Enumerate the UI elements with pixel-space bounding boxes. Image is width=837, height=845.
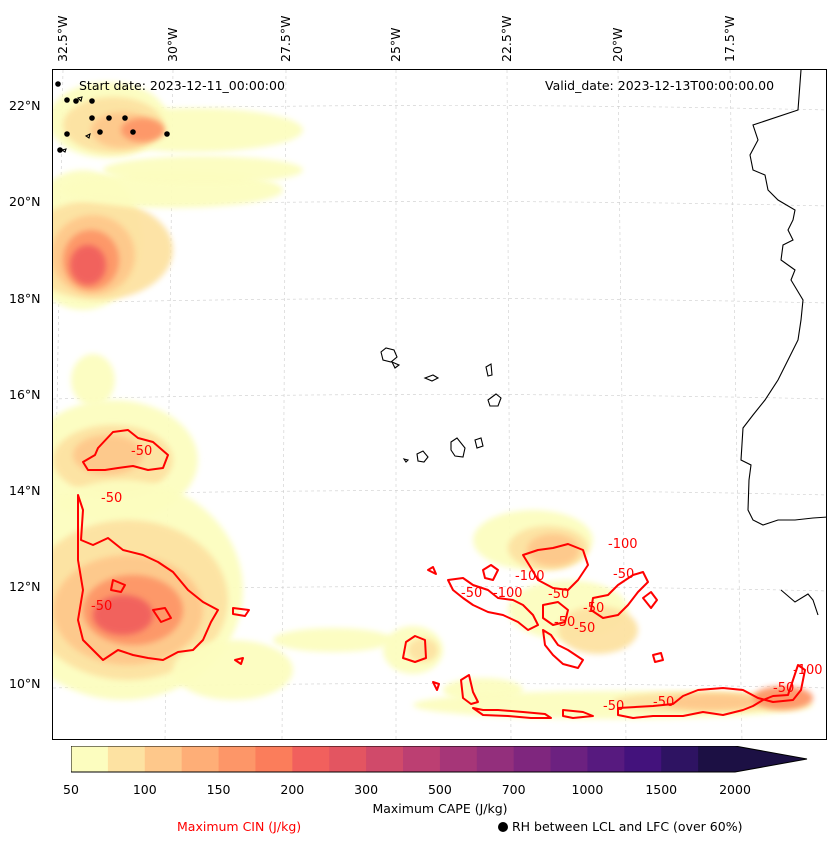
- rh-dot: [89, 98, 95, 104]
- cin-contour-label: -100: [793, 663, 823, 678]
- colorbar-segment: [698, 746, 736, 772]
- rh-dot: [164, 131, 170, 137]
- cin-contour-label: -50: [603, 699, 624, 714]
- cin-contour-label: -50: [574, 621, 595, 636]
- lat-label: 20°N: [9, 194, 41, 209]
- cin-contour-label: -50: [653, 695, 674, 710]
- colorbar-tick: 1000: [571, 782, 604, 797]
- rh-dot: [57, 147, 63, 153]
- lat-label: 18°N: [9, 291, 41, 306]
- lon-label: 22.5°W: [499, 15, 514, 62]
- cin-contour-label: -100: [515, 569, 545, 584]
- lat-label: 16°N: [9, 387, 41, 402]
- colorbar-tick: 50: [63, 782, 79, 797]
- rh-dot: [64, 97, 70, 103]
- lon-label: 32.5°W: [55, 15, 70, 62]
- rh-dot-icon: [498, 822, 508, 832]
- colorbar-tick: 300: [354, 782, 379, 797]
- colorbar-segment: [181, 746, 220, 772]
- cin-contour-label: -50: [548, 587, 569, 602]
- cin-contour-label: -100: [493, 586, 523, 601]
- cape-map: -50-50-50-100-50-100-50-100-50-50-50-50-…: [53, 70, 826, 739]
- lat-label: 10°N: [9, 676, 41, 691]
- colorbar-segment: [144, 746, 183, 772]
- cin-contours: [77, 429, 806, 719]
- colorbar-segment: [439, 746, 478, 772]
- cape-colorbar: [71, 746, 808, 773]
- cape-shaded-field: [53, 82, 813, 719]
- colorbar-tick: 2000: [719, 782, 751, 797]
- cin-contour-label: -50: [91, 599, 112, 614]
- colorbar-segment: [403, 746, 441, 772]
- rh-legend-label: RH between LCL and LFC (over 60%): [512, 819, 743, 834]
- start-date: Start date: 2023-12-11_00:00:00: [79, 78, 285, 93]
- colorbar-extend-arrow: [735, 746, 807, 772]
- colorbar-segment: [550, 746, 588, 772]
- colorbar-segment: [476, 746, 515, 772]
- rh-dot: [64, 131, 70, 137]
- colorbar-segment: [366, 746, 404, 772]
- lon-label: 20°W: [610, 27, 625, 62]
- colorbar-segment: [587, 746, 625, 772]
- lat-label: 14°N: [9, 483, 41, 498]
- cin-legend: Maximum CIN (J/kg): [177, 819, 302, 834]
- colorbar-tick: 500: [427, 782, 452, 797]
- rh-dots: [55, 81, 170, 153]
- colorbar-tick: 1500: [645, 782, 678, 797]
- colorbar-tick: 700: [501, 782, 526, 797]
- cin-contour-label: -50: [773, 681, 794, 696]
- rh-dot: [73, 98, 79, 104]
- rh-dot: [106, 115, 112, 121]
- cin-contour-label: -100: [608, 537, 638, 552]
- lon-label: 25°W: [388, 27, 403, 62]
- lon-label: 27.5°W: [278, 15, 293, 62]
- coastlines: [60, 70, 826, 616]
- colorbar-segment: [107, 746, 146, 772]
- rh-dot: [97, 129, 103, 135]
- colorbar-tick: 150: [206, 782, 231, 797]
- cin-contour-label: -50: [583, 601, 604, 616]
- cin-contour-label: -50: [613, 567, 634, 582]
- colorbar-segment: [513, 746, 552, 772]
- cin-contour-labels: -50-50-50-100-50-100-50-100-50-50-50-50-…: [91, 444, 823, 714]
- rh-dot: [130, 129, 136, 135]
- colorbar-segment: [661, 746, 699, 772]
- lat-label: 12°N: [9, 579, 41, 594]
- colorbar-label: Maximum CAPE (J/kg): [372, 801, 508, 816]
- lon-label: 30°W: [165, 27, 180, 62]
- valid-date: Valid_date: 2023-12-13T00:00:00.00: [545, 78, 775, 93]
- rh-dot: [89, 115, 95, 121]
- colorbar-tick: 100: [132, 782, 157, 797]
- rh-legend: RH between LCL and LFC (over 60%): [498, 819, 742, 834]
- colorbar-segment: [329, 746, 367, 772]
- rh-dot: [122, 115, 128, 121]
- cin-contour-label: -50: [131, 444, 152, 459]
- colorbar-segment: [292, 746, 330, 772]
- cin-contour-label: -50: [461, 586, 482, 601]
- map-panel: -50 -50 -50 -100 -50 -100 -50 -100 -50 -50 -50 -50-…: [52, 69, 827, 740]
- colorbar-segment: [624, 746, 662, 772]
- lat-label: 22°N: [9, 98, 41, 113]
- cin-contour-label: -50: [101, 491, 122, 506]
- colorbar-segment: [71, 746, 109, 772]
- colorbar-segment: [255, 746, 293, 772]
- cin-contour-label: -50: [554, 615, 575, 630]
- rh-dot: [55, 81, 61, 87]
- colorbar-tick: 200: [280, 782, 305, 797]
- lon-label: 17.5°W: [722, 15, 737, 62]
- colorbar-segment: [218, 746, 256, 772]
